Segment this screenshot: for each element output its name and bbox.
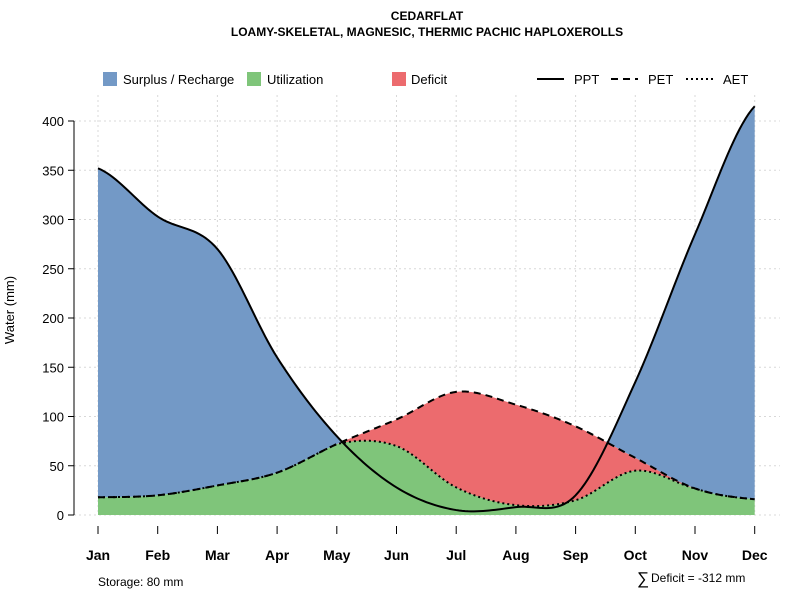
y-tick-label: 50 [50, 459, 64, 474]
y-tick-label: 200 [42, 311, 64, 326]
sum-symbol: ∑ [637, 569, 649, 588]
y-tick-label: 150 [42, 360, 64, 375]
legend-label-pet: PET [648, 72, 673, 87]
y-tick-label: 350 [42, 163, 64, 178]
y-tick-label: 100 [42, 410, 64, 425]
chart-title: CEDARFLAT [391, 9, 464, 23]
chart-subtitle: LOAMY-SKELETAL, MAGNESIC, THERMIC PACHIC… [231, 25, 623, 39]
legend-label-surplus: Surplus / Recharge [123, 72, 234, 87]
x-tick-label: Apr [265, 547, 290, 563]
legend-label-ppt: PPT [574, 72, 599, 87]
series-line-aet [97, 439, 755, 508]
y-tick-label: 300 [42, 213, 64, 228]
x-tick-label: Jan [86, 547, 110, 563]
x-tick-label: Feb [145, 547, 170, 563]
legend-label-utilization: Utilization [267, 72, 323, 87]
y-tick-label: 250 [42, 262, 64, 277]
x-tick-label: May [323, 547, 350, 563]
legend-swatch-deficit [392, 72, 406, 86]
area-surplus-recharge [98, 106, 755, 500]
x-tick-label: Mar [205, 547, 230, 563]
x-tick-label: Jun [384, 547, 409, 563]
x-tick-label: Sep [563, 547, 589, 563]
legend-label-deficit: Deficit [411, 72, 448, 87]
x-tick-label: Jul [446, 547, 466, 563]
deficit-annotation: Deficit = -312 mm [651, 571, 745, 585]
x-tick-label: Oct [624, 547, 648, 563]
legend-swatch-surplus [103, 72, 117, 86]
y-axis-label: Water (mm) [2, 276, 17, 344]
area-deficit [98, 391, 755, 507]
storage-annotation: Storage: 80 mm [98, 575, 183, 589]
x-tick-label: Nov [682, 547, 709, 563]
series-line-ppt [97, 105, 756, 513]
x-tick-label: Dec [742, 547, 768, 563]
legend-label-aet: AET [723, 72, 748, 87]
legend-swatch-utilization [247, 72, 261, 86]
area-utilization [98, 440, 755, 515]
y-tick-label: 0 [57, 508, 64, 523]
x-tick-label: Aug [502, 547, 529, 563]
y-tick-label: 400 [42, 114, 64, 129]
